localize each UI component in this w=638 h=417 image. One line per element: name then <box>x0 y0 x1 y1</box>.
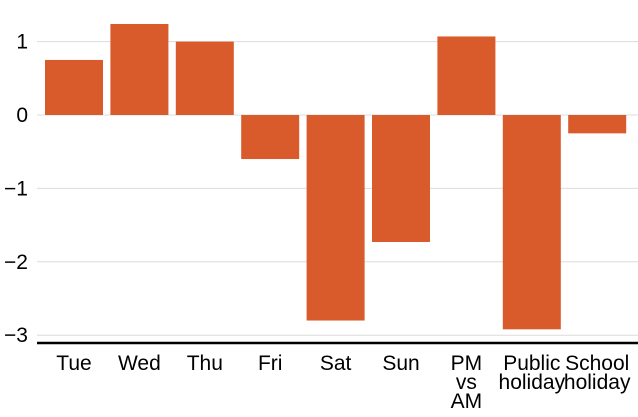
x-tick-label: PM vs AM <box>451 352 483 413</box>
bar <box>110 23 169 115</box>
bars <box>45 23 627 330</box>
bar <box>437 36 496 115</box>
y-tick-label: 1 <box>16 31 28 54</box>
x-tick-label: Wed <box>118 352 161 375</box>
y-tick-label: −2 <box>4 251 28 274</box>
bar <box>568 115 627 134</box>
y-tick-label: 0 <box>16 104 28 127</box>
x-tick-label: Sat <box>320 352 352 375</box>
x-tick-label: Fri <box>258 352 283 375</box>
x-tick-label: Thu <box>187 352 223 375</box>
bar <box>45 59 103 115</box>
y-tick-label: −1 <box>4 177 28 200</box>
x-tick-label: Tue <box>56 352 91 375</box>
x-tick-label: Sun <box>382 352 419 375</box>
bar <box>175 41 234 115</box>
x-tick-label: School holiday <box>564 352 631 394</box>
x-tick-label: Public holiday <box>499 352 566 394</box>
bar <box>306 115 365 321</box>
bar <box>372 115 430 242</box>
y-tick-label: −3 <box>4 324 28 347</box>
bar <box>241 115 300 160</box>
tick-labels: 1 0 −1 −2 −3 Tue Wed Thu Fri Sat Sun PM vs AM Public ho… <box>4 31 631 413</box>
bar <box>502 115 561 330</box>
